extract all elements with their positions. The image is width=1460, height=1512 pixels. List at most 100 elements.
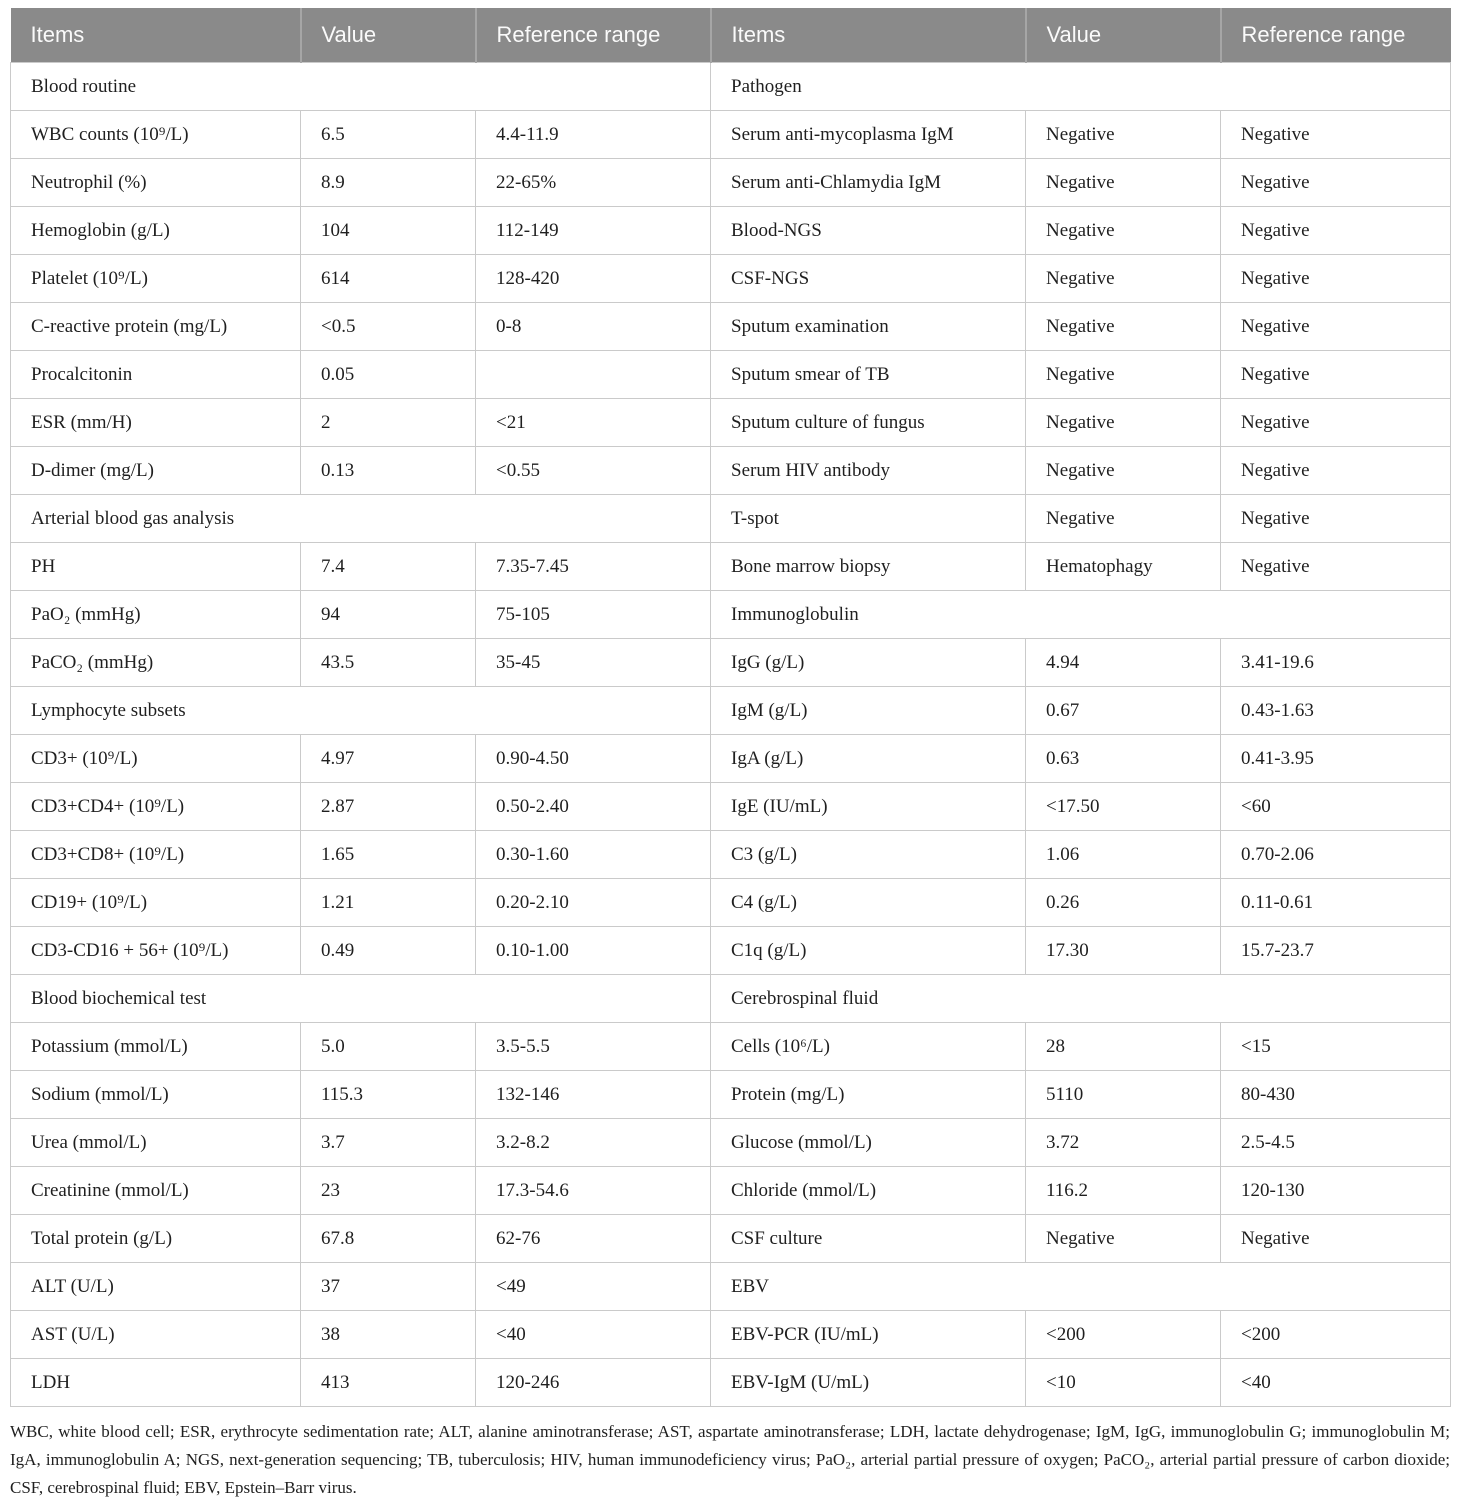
- item-cell: CD3+CD8+ (10⁹/L): [10, 830, 301, 879]
- ref-cell: 80-430: [1220, 1070, 1451, 1119]
- value-cell: Negative: [1025, 350, 1221, 399]
- ref-cell: <40: [475, 1310, 711, 1359]
- value-cell: 7.4: [300, 542, 476, 591]
- item-cell: Cells (10⁶/L): [710, 1022, 1026, 1071]
- item-cell: Neutrophil (%): [10, 158, 301, 207]
- item-cell: Blood-NGS: [710, 206, 1026, 255]
- header-ref-left: Reference range: [474, 8, 711, 63]
- table-row: C-reactive protein (mg/L) <0.5 0-8 Sputum e…: [10, 302, 1451, 351]
- value-cell: Negative: [1025, 254, 1221, 303]
- section-cell: Arterial blood gas analysis: [10, 494, 711, 543]
- item-cell: AST (U/L): [10, 1310, 301, 1359]
- value-cell: <17.50: [1025, 782, 1221, 831]
- section-cell: Pathogen: [710, 62, 1451, 111]
- value-cell: 8.9: [300, 158, 476, 207]
- value-cell: 67.8: [300, 1214, 476, 1263]
- section-cell: EBV: [710, 1262, 1451, 1311]
- value-cell: Negative: [1025, 398, 1221, 447]
- item-cell: Sputum culture of fungus: [710, 398, 1026, 447]
- item-cell: CSF culture: [710, 1214, 1026, 1263]
- value-cell: 5110: [1025, 1070, 1221, 1119]
- ref-cell: 112-149: [475, 206, 711, 255]
- item-cell: ALT (U/L): [10, 1262, 301, 1311]
- ref-cell: Negative: [1220, 254, 1451, 303]
- ref-cell: 120-246: [475, 1358, 711, 1407]
- item-cell: T-spot: [710, 494, 1026, 543]
- ref-cell: 75-105: [475, 590, 711, 639]
- ref-cell: 0.30-1.60: [475, 830, 711, 879]
- item-cell: Protein (mg/L): [710, 1070, 1026, 1119]
- ref-cell: 0.11-0.61: [1220, 878, 1451, 927]
- ref-cell: 132-146: [475, 1070, 711, 1119]
- ref-cell: 15.7-23.7: [1220, 926, 1451, 975]
- table-row: CD19+ (10⁹/L) 1.21 0.20-2.10 C4 (g/L) 0.26 0.…: [10, 878, 1451, 927]
- ref-cell: 62-76: [475, 1214, 711, 1263]
- table-header: Items Value Reference range Items Value …: [10, 8, 1451, 63]
- item-cell: CSF-NGS: [710, 254, 1026, 303]
- item-cell: C1q (g/L): [710, 926, 1026, 975]
- header-row: Items Value Reference range Items Value …: [10, 8, 1451, 63]
- value-cell: 4.97: [300, 734, 476, 783]
- section-cell: Blood routine: [10, 62, 711, 111]
- ref-cell: 0.41-3.95: [1220, 734, 1451, 783]
- table-row: WBC counts (10⁹/L) 6.5 4.4-11.9 Serum anti-…: [10, 110, 1451, 159]
- value-cell: 2: [300, 398, 476, 447]
- table-row: Urea (mmol/L) 3.7 3.2-8.2 Glucose (mmol/L) 3…: [10, 1118, 1451, 1167]
- ref-cell: <60: [1220, 782, 1451, 831]
- value-cell: 0.49: [300, 926, 476, 975]
- value-cell: 0.13: [300, 446, 476, 495]
- value-cell: Negative: [1025, 110, 1221, 159]
- ref-cell: 128-420: [475, 254, 711, 303]
- value-cell: Hematophagy: [1025, 542, 1221, 591]
- value-cell: 94: [300, 590, 476, 639]
- ref-cell: 4.4-11.9: [475, 110, 711, 159]
- item-cell: Platelet (10⁹/L): [10, 254, 301, 303]
- item-cell: IgG (g/L): [710, 638, 1026, 687]
- item-cell: Procalcitonin: [10, 350, 301, 399]
- value-cell: 1.65: [300, 830, 476, 879]
- ref-cell: 0.20-2.10: [475, 878, 711, 927]
- ref-cell: 0-8: [475, 302, 711, 351]
- value-cell: 0.63: [1025, 734, 1221, 783]
- ref-cell: Negative: [1220, 1214, 1451, 1263]
- item-cell: CD3-CD16 + 56+ (10⁹/L): [10, 926, 301, 975]
- item-cell: Serum HIV antibody: [710, 446, 1026, 495]
- ref-cell: 0.10-1.00: [475, 926, 711, 975]
- table-row: Blood biochemical test Cerebrospinal flui…: [10, 974, 1451, 1023]
- table-footnote: WBC, white blood cell; ESR, erythrocyte …: [10, 1422, 1450, 1497]
- header-value-right: Value: [1024, 8, 1221, 63]
- value-cell: 17.30: [1025, 926, 1221, 975]
- value-cell: 4.94: [1025, 638, 1221, 687]
- item-cell: Chloride (mmol/L): [710, 1166, 1026, 1215]
- item-cell: PH: [10, 542, 301, 591]
- value-cell: 614: [300, 254, 476, 303]
- ref-cell: 22-65%: [475, 158, 711, 207]
- item-cell: WBC counts (10⁹/L): [10, 110, 301, 159]
- header-items-left: Items: [10, 8, 301, 63]
- section-cell: Cerebrospinal fluid: [710, 974, 1451, 1023]
- ref-cell: 0.90-4.50: [475, 734, 711, 783]
- ref-cell: 2.5-4.5: [1220, 1118, 1451, 1167]
- table-row: Platelet (10⁹/L) 614 128-420 CSF-NGS Negativ…: [10, 254, 1451, 303]
- value-cell: 5.0: [300, 1022, 476, 1071]
- value-cell: <200: [1025, 1310, 1221, 1359]
- ref-cell: 7.35-7.45: [475, 542, 711, 591]
- table-body: Blood routine Pathogen WBC counts (10⁹/L) 6…: [10, 62, 1451, 1407]
- ref-cell: 0.70-2.06: [1220, 830, 1451, 879]
- value-cell: 2.87: [300, 782, 476, 831]
- ref-cell: 17.3-54.6: [475, 1166, 711, 1215]
- value-cell: 23: [300, 1166, 476, 1215]
- table-row: CD3+CD4+ (10⁹/L) 2.87 0.50-2.40 IgE (IU/mL)…: [10, 782, 1451, 831]
- value-cell: <0.5: [300, 302, 476, 351]
- value-cell: 0.05: [300, 350, 476, 399]
- item-cell: Urea (mmol/L): [10, 1118, 301, 1167]
- value-cell: 1.06: [1025, 830, 1221, 879]
- item-cell: C3 (g/L): [710, 830, 1026, 879]
- value-cell: 28: [1025, 1022, 1221, 1071]
- item-cell: Sputum smear of TB: [710, 350, 1026, 399]
- ref-cell: 3.41-19.6: [1220, 638, 1451, 687]
- value-cell: 0.67: [1025, 686, 1221, 735]
- value-cell: <10: [1025, 1358, 1221, 1407]
- item-cell: Serum anti-mycoplasma IgM: [710, 110, 1026, 159]
